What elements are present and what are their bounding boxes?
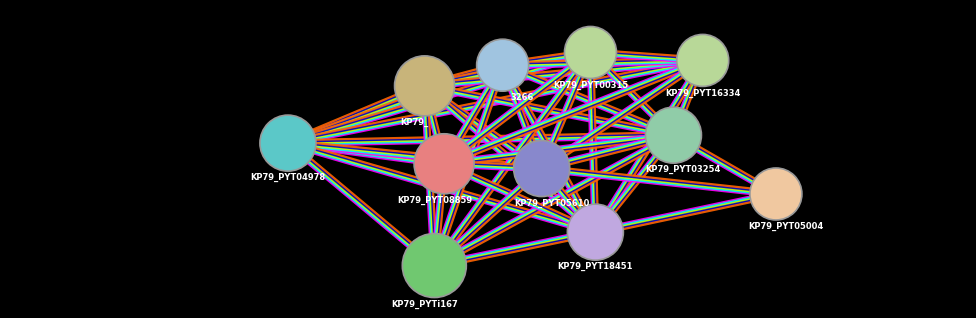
Circle shape <box>394 56 455 116</box>
Text: KP79_: KP79_ <box>401 118 428 127</box>
Circle shape <box>676 34 729 86</box>
Text: KP79_PYT16334: KP79_PYT16334 <box>665 88 741 98</box>
Circle shape <box>402 233 467 298</box>
Text: KP79_PYT00315: KP79_PYT00315 <box>552 80 629 90</box>
Circle shape <box>750 168 802 220</box>
Text: KP79_PYTi167: KP79_PYTi167 <box>391 300 458 309</box>
Text: KP79_PYT03254: KP79_PYT03254 <box>645 165 721 174</box>
Circle shape <box>476 39 529 91</box>
Circle shape <box>260 115 316 171</box>
Text: KP79_PYT05610: KP79_PYT05610 <box>513 198 590 208</box>
Text: KP79_PYT08859: KP79_PYT08859 <box>397 196 471 205</box>
Circle shape <box>567 204 624 260</box>
Circle shape <box>645 107 702 163</box>
Text: KP79_PYT04978: KP79_PYT04978 <box>251 173 325 182</box>
Circle shape <box>564 26 617 79</box>
Text: KP79_PYT05004: KP79_PYT05004 <box>748 222 824 231</box>
Text: KP79_PYT18451: KP79_PYT18451 <box>557 262 633 271</box>
Circle shape <box>513 141 570 197</box>
Text: 3266: 3266 <box>510 93 534 102</box>
Circle shape <box>414 134 474 194</box>
